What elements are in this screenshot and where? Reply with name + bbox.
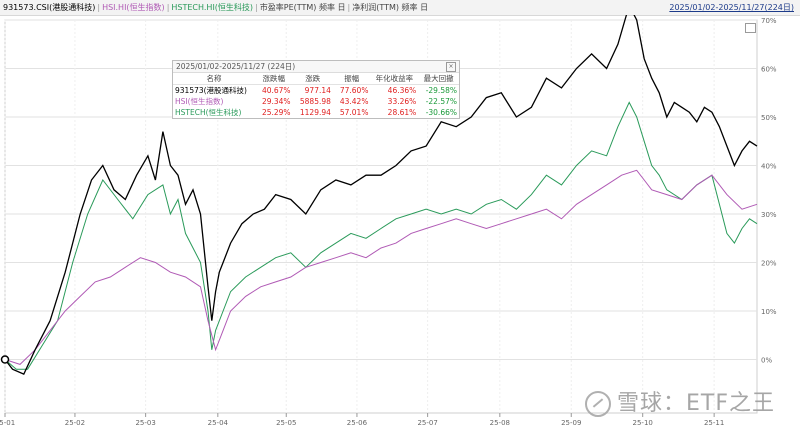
row-change-pct: 25.29% (261, 108, 291, 117)
row-change-pct: 40.67% (261, 86, 291, 95)
header-change-pct: 涨跌幅 (255, 73, 293, 85)
x-tick-label: 25-02 (65, 419, 85, 427)
y-tick-label: 70% (761, 17, 777, 25)
y-tick-label: 0% (761, 357, 772, 365)
x-tick-label: 25-05 (276, 419, 296, 427)
y-tick-label: 50% (761, 114, 777, 122)
separator: | (255, 3, 258, 12)
row-change: 1129.94 (299, 108, 331, 117)
x-tick-label: 25-01 (0, 419, 15, 427)
row-change: 5885.98 (299, 97, 331, 106)
header-amplitude: 振幅 (332, 73, 371, 85)
row-drawdown: -30.66% (425, 108, 457, 117)
start-marker (0, 355, 10, 364)
x-tick-label: 25-09 (561, 419, 581, 427)
x-tick-label: 25-04 (208, 419, 229, 427)
x-tick-label: 25-10 (633, 419, 653, 427)
watermark-text: 雪球：ETF之王 (617, 391, 775, 416)
stats-title: 2025/01/02-2025/11/27 (224日) × (173, 61, 459, 73)
separator: | (347, 3, 351, 12)
header-name: 名称 (173, 73, 255, 85)
row-change: 977.14 (304, 86, 331, 95)
row-name: HSTECH(恒生科技) (175, 108, 242, 117)
y-tick-label: 10% (761, 308, 777, 316)
x-tick-label: 25-03 (135, 419, 155, 427)
y-tick-label: 30% (761, 211, 777, 219)
stats-panel: 2025/01/02-2025/11/27 (224日) × 名称 涨跌幅 涨跌… (172, 60, 460, 119)
y-tick-label: 20% (761, 260, 777, 268)
close-icon[interactable]: × (446, 62, 456, 72)
row-amplitude: 57.01% (339, 108, 369, 117)
x-tick-label: 25-08 (490, 419, 510, 427)
table-row: HSTECH(恒生科技) 25.29% 1129.94 57.01% 28.61… (173, 107, 459, 118)
watermark: 雪球：ETF之王 (585, 385, 775, 417)
pe-selector[interactable]: 市盈率PE(TTM) 频率 日 (259, 3, 346, 12)
separator: | (166, 3, 170, 12)
row-change-pct: 29.34% (261, 97, 291, 106)
series-line (4, 169, 758, 365)
row-amplitude: 77.60% (339, 86, 369, 95)
snowball-logo-icon (585, 391, 611, 417)
row-amplitude: 43.42% (339, 97, 369, 106)
header-annual: 年化收益率 (370, 73, 419, 85)
series-c-label[interactable]: HSTECH.HI(恒生科技) (171, 3, 254, 12)
stats-header-row: 名称 涨跌幅 涨跌 振幅 年化收益率 最大回撤 (173, 73, 459, 85)
row-drawdown: -22.57% (425, 97, 457, 106)
y-tick-label: 40% (761, 163, 777, 171)
row-name: HSI(恒生指数) (175, 97, 224, 106)
header-drawdown: 最大回撤 (418, 73, 459, 85)
series-b-label[interactable]: HSI.HI(恒生指数) (102, 3, 165, 12)
stats-table: 名称 涨跌幅 涨跌 振幅 年化收益率 最大回撤 931573(港股通科技) 40… (173, 73, 459, 118)
y-tick-label: 60% (761, 66, 777, 74)
x-tick-label: 25-11 (704, 419, 724, 427)
header-change: 涨跌 (292, 73, 333, 85)
stats-range: 2025/01/02-2025/11/27 (224日) (176, 62, 296, 71)
series-a-label[interactable]: 931573.CSI(港股通科技) (3, 3, 96, 12)
profit-selector[interactable]: 净利润(TTM) 频率 日 (352, 3, 429, 12)
series-line (4, 101, 758, 370)
separator: | (97, 3, 101, 12)
row-drawdown: -29.58% (425, 86, 457, 95)
toolbar: 931573.CSI(港股通科技) | HSI.HI(恒生指数) | HSTECH.HI… (0, 0, 800, 16)
x-tick-label: 25-07 (417, 419, 437, 427)
table-row: HSI(恒生指数) 29.34% 5885.98 43.42% 33.26% -… (173, 96, 459, 107)
row-annual: 28.61% (387, 108, 417, 117)
date-range-link[interactable]: 2025/01/02-2025/11/27(224日) (669, 3, 794, 12)
maximize-icon[interactable] (745, 23, 756, 33)
series-line (4, 15, 758, 375)
table-row: 931573(港股通科技) 40.67% 977.14 77.60% 46.36… (173, 85, 459, 97)
row-annual: 33.26% (387, 97, 417, 106)
x-tick-label: 25-06 (347, 419, 368, 427)
row-annual: 46.36% (387, 86, 417, 95)
row-name: 931573(港股通科技) (175, 86, 247, 95)
